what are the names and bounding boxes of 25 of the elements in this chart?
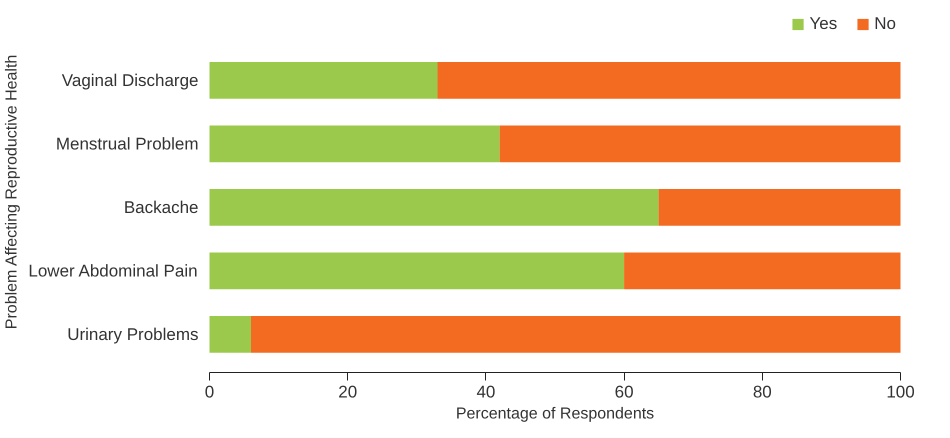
y-tick-label: Menstrual Problem — [56, 134, 199, 154]
y-axis-title: Problem Affecting Reproductive Health — [3, 54, 20, 330]
x-tick-label: 80 — [752, 382, 772, 402]
bar — [658, 188, 900, 226]
y-tick-label: Lower Abdominal Pain — [28, 261, 198, 280]
bar — [210, 188, 659, 226]
x-tick-label: 20 — [338, 382, 358, 402]
x-tick-label: 0 — [204, 382, 214, 402]
x-tick-label: 40 — [476, 382, 496, 402]
x-axis-title: Percentage of Respondents — [456, 406, 654, 422]
bar — [500, 125, 900, 162]
bar — [438, 62, 900, 99]
x-tick-label: 60 — [614, 382, 634, 402]
bar — [210, 125, 500, 162]
legend-label: Yes — [810, 14, 838, 34]
bar — [624, 252, 900, 290]
bar — [210, 316, 251, 353]
bar — [210, 252, 624, 290]
bar — [210, 62, 438, 99]
legend-label: No — [874, 14, 896, 34]
y-tick-label: Vaginal Discharge — [62, 70, 199, 90]
y-tick-label: Urinary Problems — [67, 324, 198, 344]
x-tick-label: 100 — [886, 382, 915, 402]
y-tick-label: Backache — [124, 198, 199, 217]
bar — [250, 316, 900, 353]
